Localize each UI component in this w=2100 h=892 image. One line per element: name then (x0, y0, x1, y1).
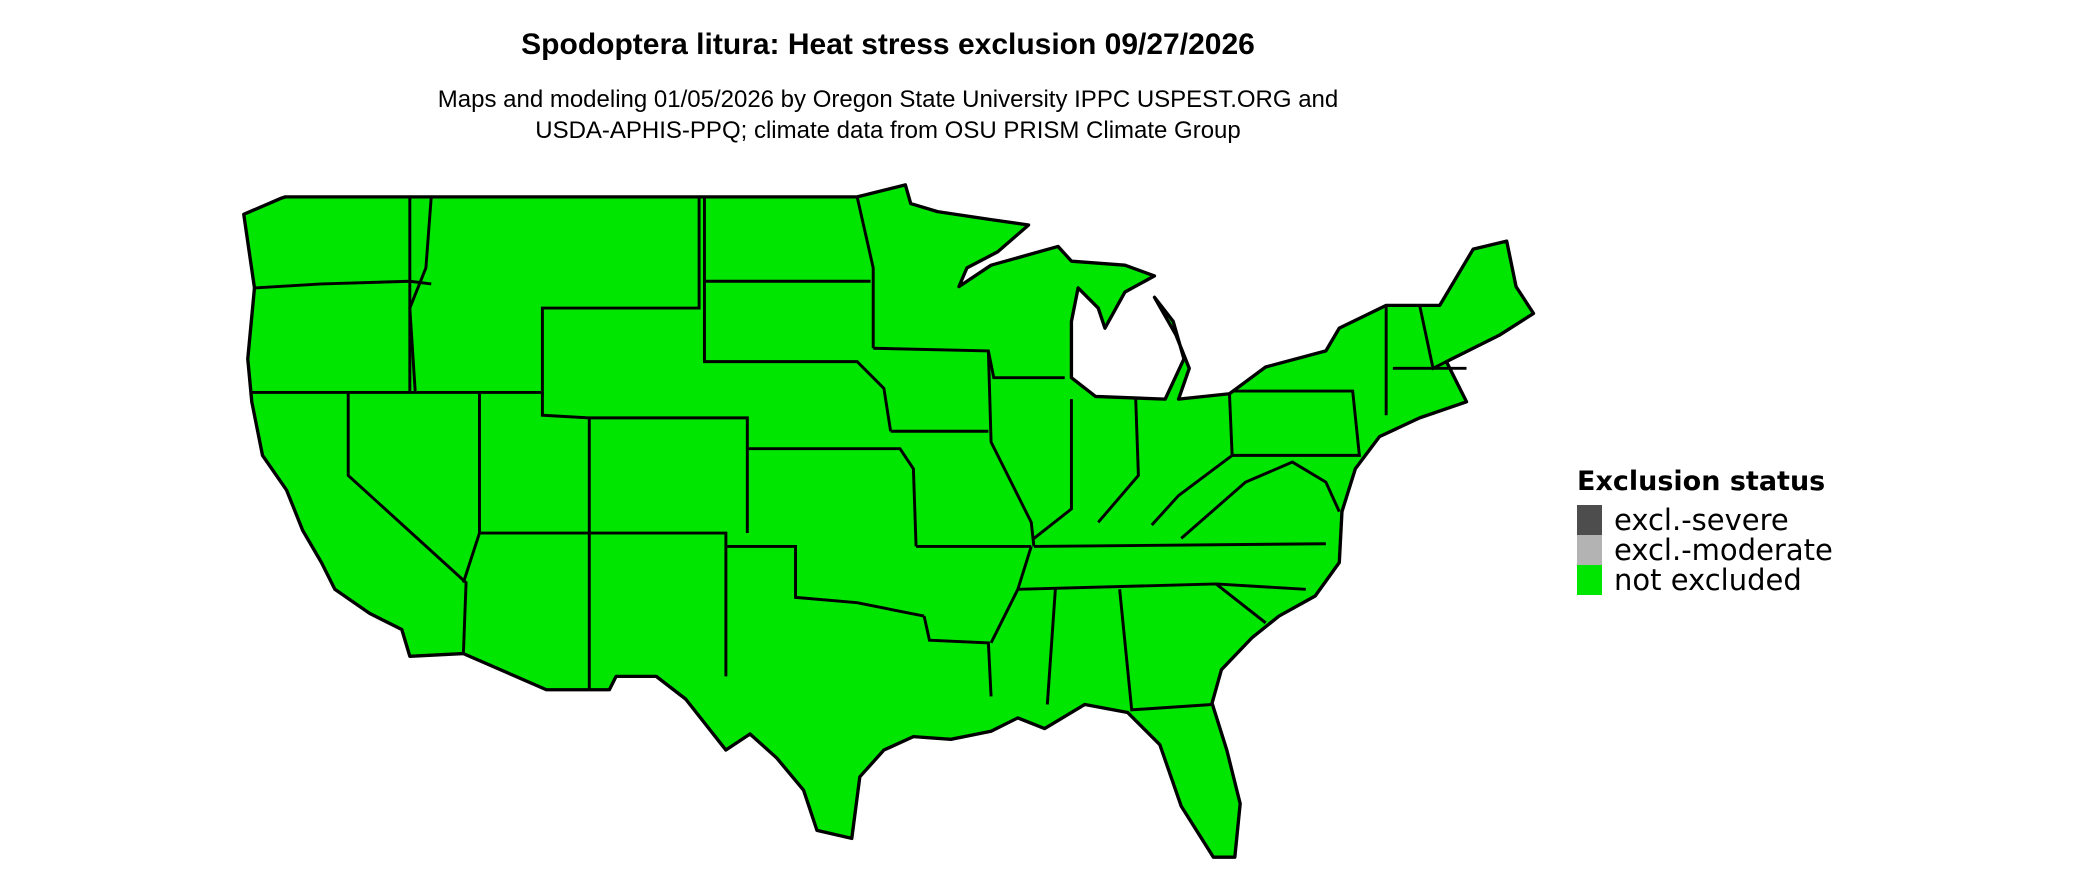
legend-swatch (1577, 565, 1602, 595)
legend-swatch (1577, 535, 1602, 565)
legend-title: Exclusion status (1577, 466, 1826, 497)
map-subtitle-line-1: Maps and modeling 01/05/2026 by Oregon S… (437, 86, 1339, 113)
legend-swatch (1577, 505, 1602, 535)
legend-label: excl.-severe (1614, 503, 1789, 537)
legend-item-severe: excl.-severe (1577, 505, 1833, 535)
map-title: Spodoptera litura: Heat stress exclusion… (521, 28, 1255, 61)
legend-item-not-excluded: not excluded (1577, 565, 1833, 595)
legend-item-moderate: excl.-moderate (1577, 535, 1833, 565)
legend-label: excl.-moderate (1614, 533, 1833, 567)
us-outline (242, 183, 1536, 859)
state-borders (251, 196, 1467, 712)
legend: Exclusion status excl.-severe excl.-mode… (1577, 466, 1833, 595)
legend-label: not excluded (1614, 563, 1802, 597)
map-subtitle-line-2: USDA-APHIS-PPQ; climate data from OSU PR… (535, 117, 1241, 144)
